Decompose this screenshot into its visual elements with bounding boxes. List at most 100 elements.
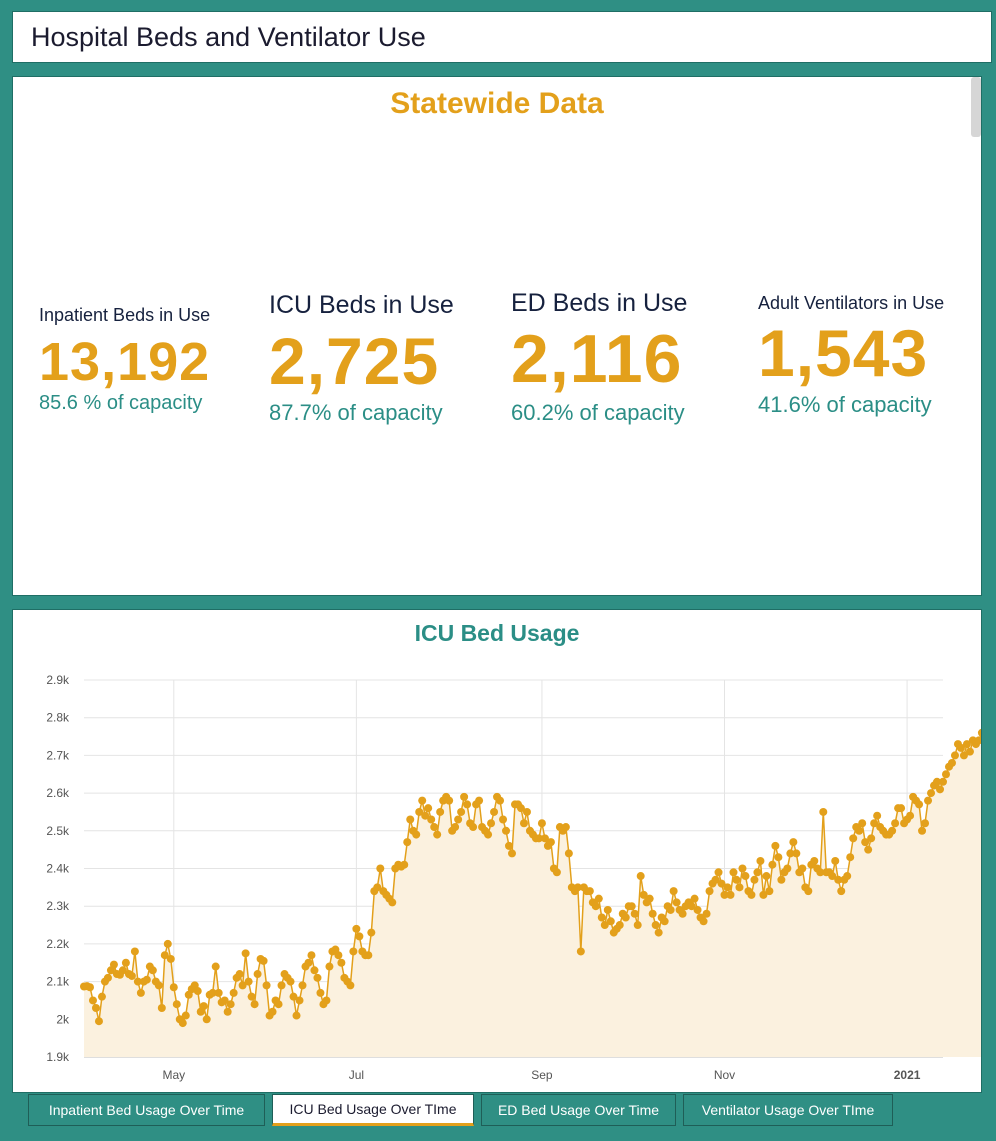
- scrollbar[interactable]: [971, 77, 981, 137]
- data-point[interactable]: [927, 789, 936, 798]
- data-point[interactable]: [759, 890, 768, 899]
- data-point[interactable]: [576, 947, 585, 956]
- data-point[interactable]: [277, 981, 286, 990]
- data-point[interactable]: [508, 849, 516, 858]
- data-point[interactable]: [415, 807, 424, 816]
- data-point[interactable]: [403, 838, 412, 847]
- data-point[interactable]: [849, 834, 858, 843]
- data-point[interactable]: [522, 807, 531, 816]
- data-point[interactable]: [388, 898, 397, 907]
- data-point[interactable]: [669, 887, 678, 896]
- data-point[interactable]: [519, 819, 528, 828]
- data-point[interactable]: [765, 887, 774, 896]
- data-point[interactable]: [720, 890, 729, 899]
- data-point[interactable]: [142, 975, 151, 984]
- data-point[interactable]: [430, 823, 439, 832]
- data-point[interactable]: [546, 838, 555, 847]
- data-point[interactable]: [502, 826, 511, 835]
- data-point[interactable]: [325, 962, 334, 971]
- data-point[interactable]: [965, 747, 974, 756]
- data-point[interactable]: [891, 819, 900, 828]
- data-point[interactable]: [564, 849, 573, 858]
- data-point[interactable]: [334, 951, 343, 960]
- data-point[interactable]: [771, 841, 780, 850]
- data-point[interactable]: [636, 872, 645, 881]
- data-point[interactable]: [307, 951, 316, 960]
- data-point[interactable]: [310, 966, 319, 975]
- data-point[interactable]: [861, 838, 870, 847]
- data-point[interactable]: [777, 875, 786, 884]
- icu-bed-usage-chart[interactable]: 1.9k 2k 2.1k 2.2k 2.3k 2.4k 2.5k 2.6k 2.7k 2.8k 2.…: [13, 610, 981, 1092]
- data-point[interactable]: [831, 856, 840, 865]
- data-point[interactable]: [223, 1007, 232, 1016]
- data-point[interactable]: [262, 981, 271, 990]
- data-point[interactable]: [238, 981, 247, 990]
- data-point[interactable]: [693, 905, 702, 914]
- data-point[interactable]: [463, 800, 472, 809]
- data-point[interactable]: [750, 875, 759, 884]
- data-point[interactable]: [454, 815, 463, 824]
- data-point[interactable]: [412, 830, 421, 839]
- data-point[interactable]: [286, 977, 295, 986]
- data-point[interactable]: [247, 992, 256, 1001]
- data-point[interactable]: [741, 872, 750, 881]
- data-point[interactable]: [974, 736, 981, 745]
- data-point[interactable]: [540, 834, 549, 843]
- data-point[interactable]: [436, 807, 445, 816]
- data-point[interactable]: [959, 751, 968, 760]
- data-point[interactable]: [304, 958, 313, 967]
- data-point[interactable]: [687, 902, 696, 911]
- data-point[interactable]: [352, 924, 361, 933]
- data-point[interactable]: [672, 898, 681, 907]
- data-point[interactable]: [714, 868, 723, 877]
- data-point[interactable]: [214, 988, 223, 997]
- data-point[interactable]: [537, 819, 546, 828]
- data-point[interactable]: [88, 996, 97, 1005]
- data-point[interactable]: [91, 1003, 100, 1012]
- data-point[interactable]: [316, 988, 325, 997]
- data-point[interactable]: [639, 890, 648, 899]
- data-point[interactable]: [451, 823, 460, 832]
- data-point[interactable]: [534, 834, 543, 843]
- data-point[interactable]: [702, 909, 711, 918]
- data-point[interactable]: [810, 856, 819, 865]
- data-point[interactable]: [127, 971, 136, 980]
- data-point[interactable]: [163, 939, 172, 948]
- data-point[interactable]: [873, 811, 882, 820]
- data-point[interactable]: [94, 1017, 103, 1026]
- data-point[interactable]: [445, 796, 454, 805]
- data-point[interactable]: [950, 751, 959, 760]
- data-point[interactable]: [603, 905, 612, 914]
- data-point[interactable]: [828, 872, 837, 881]
- data-point[interactable]: [918, 826, 927, 835]
- data-point[interactable]: [367, 928, 376, 937]
- data-point[interactable]: [121, 958, 130, 967]
- data-point[interactable]: [846, 853, 855, 862]
- data-point[interactable]: [274, 1000, 283, 1009]
- data-point[interactable]: [460, 792, 469, 801]
- data-point[interactable]: [424, 804, 433, 813]
- data-point[interactable]: [615, 921, 624, 930]
- tab-inpatient-bed-usage[interactable]: Inpatient Bed Usage Over Time: [28, 1094, 265, 1126]
- data-point[interactable]: [858, 819, 867, 828]
- data-point[interactable]: [136, 988, 145, 997]
- data-point[interactable]: [130, 947, 139, 956]
- data-point[interactable]: [864, 845, 873, 854]
- data-point[interactable]: [678, 909, 687, 918]
- data-point[interactable]: [516, 804, 525, 813]
- data-point[interactable]: [837, 887, 846, 896]
- data-point[interactable]: [337, 958, 346, 967]
- data-point[interactable]: [253, 970, 262, 979]
- data-point[interactable]: [630, 909, 639, 918]
- data-point[interactable]: [561, 823, 570, 832]
- tab-ventilator-usage[interactable]: Ventilator Usage Over TIme: [683, 1094, 893, 1126]
- data-point[interactable]: [229, 988, 238, 997]
- data-point[interactable]: [756, 856, 765, 865]
- data-point[interactable]: [897, 804, 906, 813]
- data-point[interactable]: [355, 932, 364, 941]
- data-point[interactable]: [660, 917, 669, 926]
- data-point[interactable]: [469, 823, 478, 832]
- data-point[interactable]: [235, 970, 244, 979]
- data-point[interactable]: [648, 909, 657, 918]
- data-point[interactable]: [933, 777, 942, 786]
